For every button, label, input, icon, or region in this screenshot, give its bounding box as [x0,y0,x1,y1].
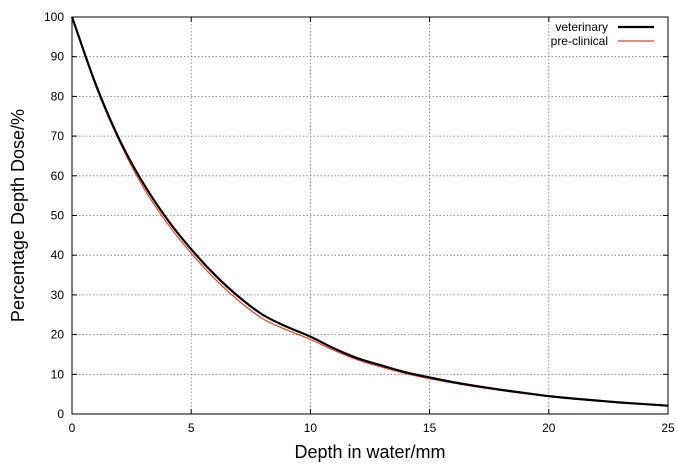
grid-lines [72,17,668,414]
x-tick-label: 15 [423,421,437,435]
x-tick-label: 0 [69,421,76,435]
y-tick-label: 60 [51,169,65,183]
y-tick-label: 30 [51,288,65,302]
x-tick-label: 20 [542,421,556,435]
y-axis-title: Percentage Depth Dose/% [8,109,28,322]
y-tick-label: 100 [44,10,64,24]
y-tick-label: 40 [51,248,65,262]
y-tick-label: 90 [51,50,65,64]
legend-label-pre-clinical: pre-clinical [551,34,608,48]
axis-ticks: 0 5 10 15 20 25 0 10 20 30 40 50 60 70 80 90 100 [44,10,675,435]
y-tick-label: 0 [57,407,64,421]
x-tick-label: 5 [188,421,195,435]
y-tick-label: 70 [51,129,65,143]
series-line-veterinary [70,16,669,407]
x-tick-label: 10 [304,421,318,435]
x-axis-title: Depth in water/mm [294,442,445,462]
y-tick-label: 10 [51,367,65,381]
y-tick-label: 80 [51,89,65,103]
x-tick-label: 25 [661,421,675,435]
y-tick-label: 50 [51,209,65,223]
legend-label-veterinary: veterinary [555,20,608,34]
series-lines [70,16,669,407]
y-tick-label: 20 [51,328,65,342]
